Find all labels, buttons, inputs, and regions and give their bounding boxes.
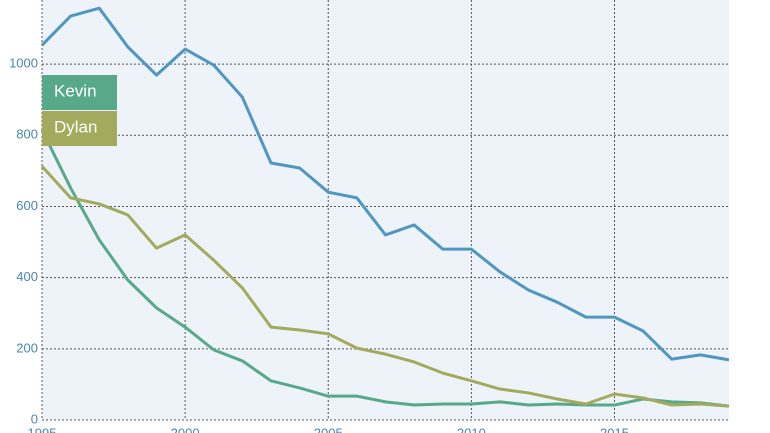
x-tick-label: 2000 <box>171 425 200 433</box>
legend-label: Kevin <box>54 81 97 100</box>
x-tick-label: 2005 <box>314 425 343 433</box>
legend-label: Dylan <box>54 117 97 136</box>
y-tick-label: 400 <box>16 269 38 284</box>
y-tick-label: 800 <box>16 127 38 142</box>
series-line <box>40 6 730 362</box>
y-tick-label: 600 <box>16 198 38 213</box>
y-tick-label: 0 <box>31 411 38 426</box>
y-tick-label: 1000 <box>9 56 38 71</box>
legend-swatch <box>42 111 117 146</box>
x-tick-label: 1995 <box>28 425 57 433</box>
series-line <box>40 129 730 408</box>
series-line <box>40 165 730 408</box>
legend-swatch <box>42 75 117 110</box>
x-tick-label: 2015 <box>600 425 629 433</box>
x-tick-label: 2010 <box>457 425 486 433</box>
y-tick-label: 200 <box>16 340 38 355</box>
